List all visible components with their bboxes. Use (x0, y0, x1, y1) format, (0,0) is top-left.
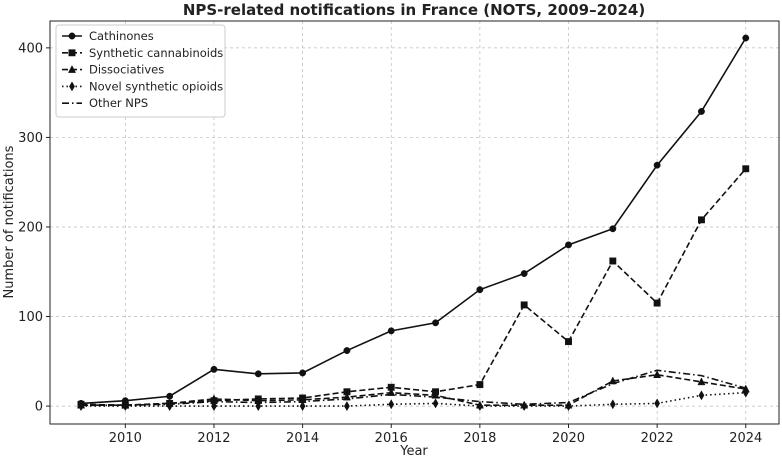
legend-box (55, 24, 226, 118)
series-other-nps (81, 369, 746, 406)
x-tick-label: 2014 (286, 431, 319, 446)
data-point-synthetic-cannabinoids (520, 301, 528, 309)
legend-marker-synthetic-cannabinoids (68, 49, 76, 57)
data-point-novel-synthetic-opioids (565, 401, 572, 412)
legend-marker-cathinones (68, 32, 76, 40)
data-point-cathinones (432, 319, 440, 327)
data-point-cathinones (697, 108, 705, 115)
y-axis-label: Number of notifications (2, 145, 17, 298)
data-point-synthetic-cannabinoids (742, 165, 750, 173)
data-point-synthetic-cannabinoids (653, 299, 661, 307)
y-tick-label: 100 (18, 310, 43, 325)
legend-label-cathinones: Cathinones (89, 29, 154, 43)
data-point-cathinones (210, 365, 218, 373)
x-tick-label: 2010 (109, 431, 142, 446)
data-point-cathinones (387, 327, 395, 335)
data-point-novel-synthetic-opioids (654, 398, 661, 409)
x-axis-label: Year (399, 444, 428, 458)
y-tick-label: 0 (35, 400, 43, 415)
legend-label-other-nps: Other NPS (89, 96, 148, 110)
data-point-novel-synthetic-opioids (698, 390, 705, 401)
data-point-synthetic-cannabinoids (697, 216, 705, 224)
series-line-cathinones (80, 37, 747, 405)
legend-label-dissociatives: Dissociatives (89, 63, 164, 77)
data-point-cathinones (520, 270, 528, 277)
series-line-dissociatives (81, 373, 746, 406)
data-point-novel-synthetic-opioids (432, 398, 439, 409)
x-tick-label: 2012 (197, 431, 230, 446)
y-tick-label: 400 (18, 41, 43, 56)
data-point-synthetic-cannabinoids (565, 338, 572, 346)
data-point-novel-synthetic-opioids (344, 401, 350, 412)
legend-label-synthetic-cannabinoids: Synthetic cannabinoids (89, 46, 223, 60)
data-point-cathinones (343, 347, 351, 355)
data-point-novel-synthetic-opioids (742, 387, 749, 398)
y-tick-label: 200 (18, 220, 43, 235)
series-synthetic-cannabinoids (77, 165, 750, 409)
chart-title: NPS-related notifications in France (NOT… (183, 1, 645, 19)
x-tick-label: 2018 (463, 431, 496, 446)
ticks: 2010 2012 2014 2016 2018 2020 2022 2024 0 100 200 3… (18, 41, 762, 446)
data-point-novel-synthetic-opioids (255, 401, 262, 412)
data-point-dissociatives (697, 377, 706, 386)
data-point-novel-synthetic-opioids (476, 401, 483, 412)
data-point-novel-synthetic-opioids (609, 399, 616, 410)
legend: Cathinones Synthetic cannabinoids Dissocia… (55, 24, 226, 118)
data-point-novel-synthetic-opioids (211, 401, 217, 412)
data-point-cathinones (653, 161, 661, 169)
data-point-novel-synthetic-opioids (388, 399, 395, 410)
x-tick-label: 2022 (641, 431, 674, 446)
data-point-cathinones (609, 225, 617, 233)
legend-label-novel-synthetic-opioids: Novel synthetic opioids (89, 79, 223, 93)
series-line-novel-synthetic-opioids (81, 391, 746, 407)
legend-marker-novel-synthetic-opioids (69, 81, 75, 92)
data-point-cathinones (476, 286, 484, 294)
data-point-cathinones (299, 369, 307, 377)
data-point-novel-synthetic-opioids (521, 401, 528, 412)
x-tick-label: 2020 (552, 431, 585, 446)
data-point-cathinones (565, 241, 572, 249)
data-point-cathinones (254, 370, 262, 378)
x-tick-label: 2024 (729, 431, 762, 446)
plot-frame (49, 20, 780, 425)
data-point-novel-synthetic-opioids (299, 401, 306, 412)
series-layer (77, 34, 750, 412)
series-line-synthetic-cannabinoids (81, 168, 747, 406)
data-point-cathinones (742, 34, 750, 42)
data-point-dissociatives (653, 370, 662, 378)
legend-marker-dissociatives (67, 65, 77, 73)
series-line-other-nps (81, 369, 746, 406)
data-point-synthetic-cannabinoids (476, 381, 484, 389)
data-point-cathinones (166, 392, 174, 400)
data-point-dissociatives (608, 376, 617, 385)
y-tick-label: 300 (18, 131, 43, 146)
data-point-synthetic-cannabinoids (609, 257, 617, 265)
x-tick-label: 2016 (375, 431, 408, 446)
